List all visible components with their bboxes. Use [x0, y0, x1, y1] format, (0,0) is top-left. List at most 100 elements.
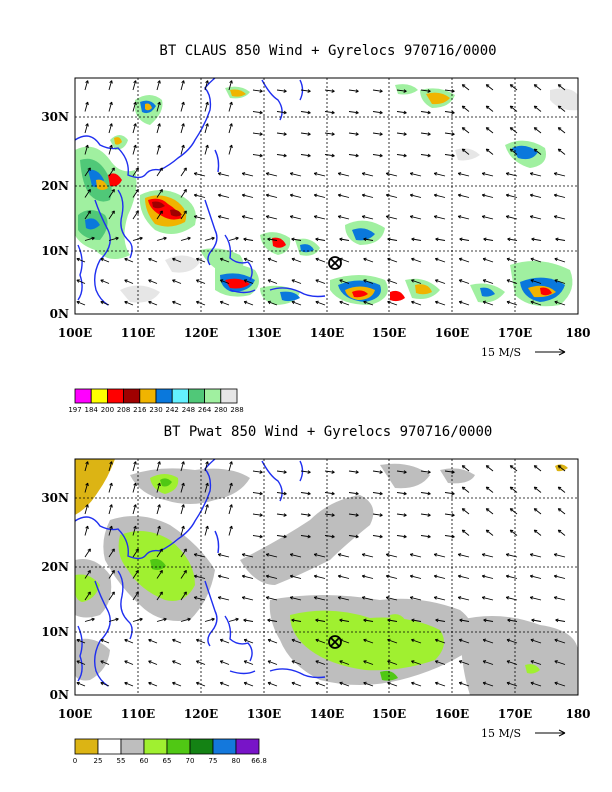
wind-vector-head: [195, 257, 200, 262]
wind-vector-head: [85, 144, 89, 149]
wind-vector-head: [229, 123, 233, 127]
wind-vector-head: [283, 513, 287, 517]
wind-vector-head: [387, 237, 391, 242]
wind-vector-head: [451, 153, 455, 158]
wind-vector: [196, 279, 206, 284]
wind-vector: [410, 575, 422, 579]
wind-vector: [435, 258, 446, 263]
wind-vector: [386, 194, 398, 198]
wind-vector-head: [135, 210, 139, 214]
colorbar-swatch: [166, 738, 191, 755]
wind-vector-head: [267, 300, 272, 305]
wind-vector: [396, 470, 407, 473]
wind-vector: [108, 189, 115, 198]
wind-vector: [108, 167, 115, 177]
wind-vector-head: [241, 596, 246, 600]
coastlines: [75, 459, 326, 687]
wind-vector-head: [193, 596, 198, 600]
wind-vector: [461, 105, 470, 112]
wind-vector: [372, 470, 383, 473]
wind-vector: [156, 189, 163, 198]
wind-vector: [84, 525, 89, 536]
wind-vector: [180, 525, 185, 536]
wind-vector-head: [187, 617, 191, 622]
wind-vector: [290, 215, 302, 220]
wind-vector-head: [265, 553, 270, 557]
wind-vector: [228, 80, 233, 91]
wind-vector-head: [148, 660, 152, 664]
wind-vector-head: [451, 89, 455, 93]
wind-vector: [84, 591, 91, 601]
wind-vector-head: [313, 193, 318, 198]
wind-vector-head: [339, 300, 343, 305]
wind-vector: [387, 639, 398, 644]
wind-vector-head: [458, 279, 463, 283]
colorbar-swatch: [90, 388, 108, 404]
wind-vector-head: [157, 101, 161, 106]
wind-vector: [362, 215, 374, 220]
wind-vector: [482, 682, 494, 687]
wind-vector-head: [133, 461, 137, 465]
wind-vector-head: [313, 553, 318, 557]
wind-vector-head: [124, 638, 128, 643]
wind-vector: [411, 619, 422, 622]
wind-vector-head: [337, 596, 342, 600]
wind-vector-head: [111, 189, 115, 193]
wind-vector-head: [193, 553, 198, 557]
wind-vector: [506, 194, 518, 198]
wind-vector: [410, 194, 422, 198]
wind-vector: [84, 144, 89, 155]
wind-vector-head: [211, 236, 215, 241]
wind-vector: [243, 660, 254, 665]
colorbar: 197 184 200 208 216 230 242 248 264 280 288: [68, 388, 244, 414]
wind-vector-head: [461, 84, 466, 88]
wind-vector: [76, 279, 86, 284]
wind-vector: [204, 237, 215, 241]
wind-vector-head: [307, 110, 311, 115]
wind-vector-head: [505, 596, 510, 600]
wind-vector: [348, 132, 359, 135]
wind-vector-head: [289, 596, 294, 600]
wind-vector: [180, 80, 185, 91]
wind-vector: [252, 111, 263, 114]
wind-vector-head: [509, 127, 514, 131]
wind-vector-head: [409, 596, 414, 600]
wind-vector-head: [87, 548, 91, 552]
wind-vector: [220, 301, 230, 306]
wind-vector: [180, 618, 191, 622]
wind-vector-head: [217, 193, 222, 198]
wind-vector-head: [87, 591, 91, 595]
wind-vector: [267, 660, 278, 665]
wind-vector: [461, 148, 470, 155]
wind-vector: [411, 279, 422, 284]
wind-vector: [362, 172, 374, 177]
wind-vector-head: [259, 491, 263, 496]
wind-vector-head: [427, 153, 431, 158]
wind-vector-head: [485, 508, 490, 512]
wind-vector-head: [459, 237, 463, 242]
wind-vector: [76, 660, 86, 665]
wind-vector-head: [529, 574, 534, 579]
colorbar-swatch: [235, 738, 260, 755]
x-tick-label: 110E: [121, 326, 155, 340]
wind-vector: [314, 575, 326, 579]
wind-vector-head: [148, 638, 152, 643]
x-tick-label: 170E: [498, 326, 532, 340]
wind-vector-head: [85, 504, 89, 508]
wind-vector: [533, 148, 542, 155]
wind-vector-head: [229, 144, 233, 149]
wind-vector-head: [111, 548, 115, 552]
wind-vector-head: [385, 193, 390, 198]
wind-vector-head: [124, 660, 128, 664]
wind-vector: [266, 575, 278, 579]
wind-vector: [507, 619, 518, 622]
wind-vector-head: [433, 553, 438, 557]
wind-vector-head: [283, 534, 287, 539]
wind-vector-head: [403, 153, 407, 158]
wind-vector-head: [115, 236, 119, 241]
wind-vector: [276, 89, 287, 92]
wind-vector-head: [135, 189, 139, 193]
wind-vector: [363, 258, 374, 263]
wind-vector: [554, 301, 566, 306]
wind-vector-head: [385, 553, 390, 557]
